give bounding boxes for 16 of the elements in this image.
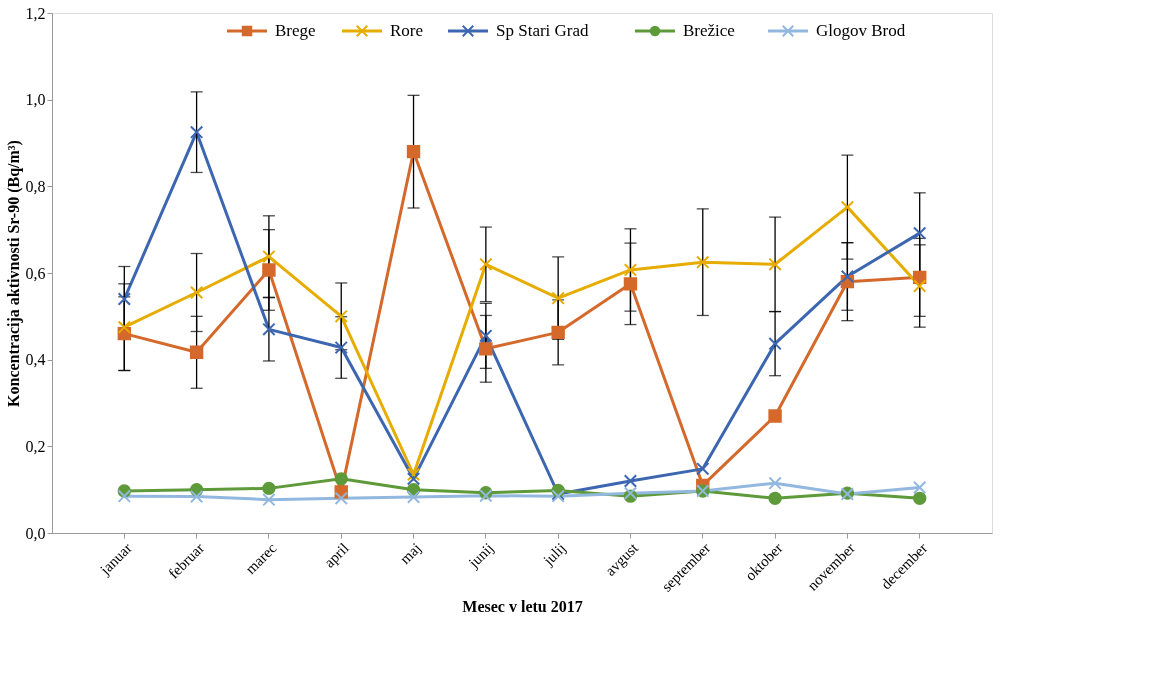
legend-label: Sp Stari Grad xyxy=(496,21,590,40)
y-tick-label: 1,0 xyxy=(25,91,46,109)
y-tick-label: 1,2 xyxy=(25,4,46,22)
y-tick-label: 0,4 xyxy=(25,351,46,369)
legend-label: Glogov Brod xyxy=(816,21,906,40)
legend-label: Brege xyxy=(275,21,316,40)
legend-label: Brežice xyxy=(683,21,735,40)
x-axis-title: Mesec v letu 2017 xyxy=(462,597,583,615)
x-tick-label: april xyxy=(321,539,352,571)
y-tick-label: 0,0 xyxy=(25,524,46,542)
x-tick-label: maj xyxy=(396,539,425,568)
y-tick-label: 0,6 xyxy=(25,264,46,282)
legend-label: Rore xyxy=(390,21,424,40)
y-tick-label: 0,8 xyxy=(25,177,46,195)
y-axis-title: Koncentracija aktivnosti Sr-90 (Bq/m³) xyxy=(4,140,23,407)
y-tick-label: 0,2 xyxy=(25,437,46,455)
